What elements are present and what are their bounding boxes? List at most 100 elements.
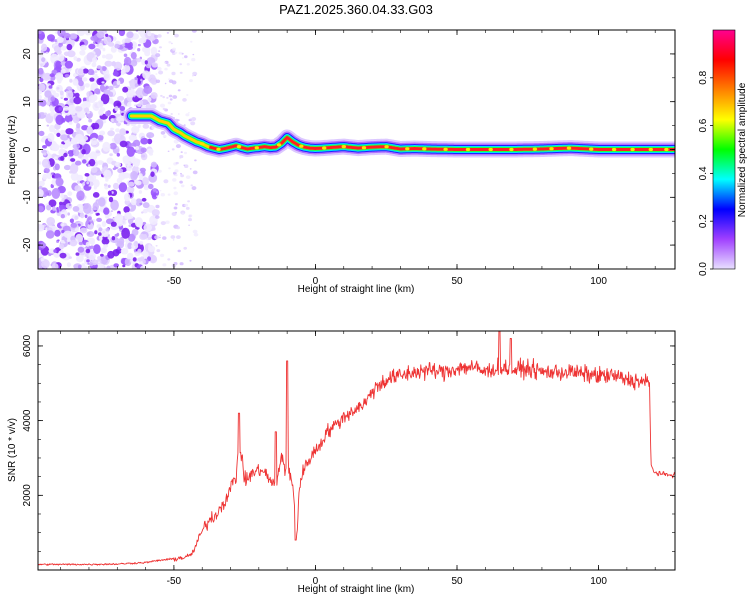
chart-title: PAZ1.2025.360.04.33.G03 (279, 2, 433, 17)
noise-blob (86, 231, 95, 237)
noise-blob (138, 173, 143, 179)
ridge-blob (589, 147, 594, 151)
noise-blob (131, 125, 140, 134)
ridge-blob (465, 147, 471, 152)
noise-blob (130, 198, 137, 206)
noise-blob (175, 161, 179, 165)
noise-blob (55, 41, 58, 45)
noise-blob (136, 103, 142, 107)
noise-blob (170, 113, 173, 115)
noise-blob (164, 67, 168, 71)
noise-blob (84, 107, 90, 113)
noise-blob (146, 148, 154, 154)
noise-blob (65, 128, 74, 135)
noise-blob (168, 79, 174, 83)
noise-blob (147, 236, 152, 240)
noise-blob (81, 265, 89, 269)
noise-blob (164, 62, 167, 64)
noise-blob (116, 102, 122, 106)
noise-blob (120, 248, 129, 255)
ridge-blob (216, 147, 221, 151)
noise-blob (137, 124, 141, 129)
noise-blob (145, 103, 152, 109)
noise-blob (156, 191, 158, 193)
noise-blob (105, 33, 109, 37)
noise-blob (177, 119, 180, 122)
noise-blob (118, 182, 128, 193)
spectrogram-noise (38, 30, 199, 269)
noise-blob (136, 87, 145, 99)
noise-blob (123, 64, 131, 73)
snr-panel: -50 0 50 100 6000 4000 2000 Height of straigh… (7, 330, 676, 595)
noise-blob (151, 62, 158, 68)
noise-blob (112, 167, 117, 171)
snr-frame (37, 330, 676, 571)
noise-blob (101, 238, 110, 245)
ridge-blob (236, 145, 242, 149)
noise-blob (121, 227, 130, 239)
noise-blob (73, 80, 79, 86)
noise-blob (155, 73, 158, 75)
noise-blob (74, 228, 79, 232)
noise-blob (60, 45, 67, 51)
ridge-blob (299, 144, 304, 148)
noise-blob (172, 239, 175, 241)
noise-blob (177, 89, 181, 92)
noise-blob (171, 148, 175, 151)
colorbar-gradient (713, 30, 735, 269)
noise-blob (51, 188, 61, 199)
noise-blob (167, 101, 172, 105)
noise-blob (45, 230, 55, 239)
noise-blob (143, 85, 153, 94)
noise-blob (141, 211, 144, 214)
noise-blob (155, 245, 158, 247)
noise-blob (38, 180, 45, 187)
noise-blob (67, 135, 70, 138)
noise-blob (134, 104, 137, 107)
x-tick-label: 0 (313, 576, 319, 587)
noise-blob (180, 151, 183, 154)
colorbar-frame (712, 29, 736, 270)
noise-blob (149, 104, 157, 110)
noise-blob (141, 59, 147, 66)
noise-blob (172, 178, 177, 182)
noise-blob (76, 174, 84, 181)
noise-blob (148, 183, 154, 190)
noise-blob (60, 214, 65, 219)
noise-blob (78, 210, 84, 214)
noise-blob (84, 173, 90, 177)
noise-blob (48, 199, 57, 208)
noise-blob (46, 101, 51, 106)
noise-blob (69, 239, 78, 247)
noise-blob (154, 34, 159, 39)
noise-blob (72, 111, 76, 115)
noise-blob (172, 95, 178, 99)
noise-blob (115, 128, 120, 133)
noise-blob (70, 222, 78, 228)
noise-blob (116, 232, 120, 237)
noise-blob (176, 226, 181, 230)
noise-blob (75, 160, 82, 166)
noise-blob (158, 169, 162, 173)
noise-blob (67, 191, 73, 196)
noise-blob (170, 235, 176, 239)
noise-blob (142, 177, 149, 186)
noise-blob (162, 134, 167, 138)
y-tick-label: 4000 (22, 409, 33, 432)
noise-blob (173, 186, 177, 190)
spectrogram-xlabel: Height of straight line (km) (298, 284, 415, 295)
noise-blob (182, 98, 187, 102)
noise-blob (127, 181, 135, 187)
noise-blob (93, 185, 97, 190)
noise-blob (192, 229, 198, 234)
noise-blob (151, 193, 158, 200)
noise-blob (117, 95, 125, 102)
noise-blob (146, 134, 151, 138)
noise-blob (53, 92, 60, 98)
noise-blob (96, 217, 102, 222)
ridge-blob (254, 146, 259, 150)
noise-blob (73, 56, 78, 61)
noise-blob (57, 53, 65, 62)
noise-blob (172, 47, 177, 51)
noise-blob (190, 121, 196, 126)
